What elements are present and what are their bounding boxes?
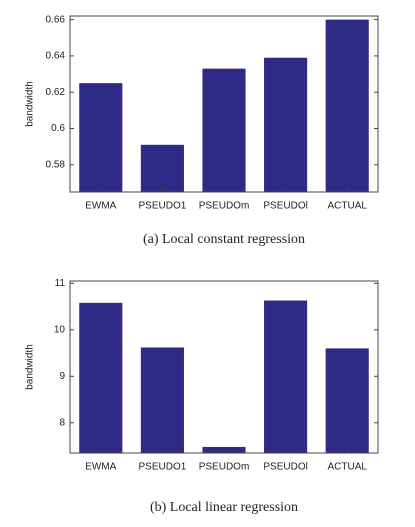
- bar: [79, 302, 123, 453]
- caption: (a) Local constant regression: [143, 232, 305, 247]
- x-tick-label: EWMA: [85, 462, 116, 473]
- y-axis-label: bandwidth: [25, 344, 36, 390]
- bar: [79, 83, 123, 192]
- bar: [140, 144, 184, 192]
- y-tick-label: 10: [54, 324, 66, 335]
- x-tick-label: EWMA: [85, 201, 116, 212]
- x-tick-label: PSEUDOl: [263, 462, 307, 473]
- y-tick-label: 0.62: [46, 87, 66, 98]
- plot-frame: [69, 15, 379, 193]
- x-tick-label: ACTUAL: [327, 462, 367, 473]
- x-tick-label: PSEUDOl: [263, 201, 307, 212]
- y-tick-label: 0.6: [51, 123, 65, 134]
- y-tick-label: 11: [55, 278, 66, 289]
- y-axis-label: bandwidth: [25, 81, 36, 127]
- bar: [264, 300, 308, 453]
- x-tick-label: PSEUDO1: [139, 462, 187, 473]
- plot-frame: [69, 280, 379, 454]
- y-tick-label: 0.64: [46, 51, 66, 62]
- y-tick-label: 8: [59, 417, 65, 428]
- x-tick-label: PSEUDOm: [199, 462, 250, 473]
- bar: [325, 348, 369, 453]
- x-tick-label: PSEUDO1: [139, 201, 187, 212]
- y-tick-label: 9: [59, 371, 65, 382]
- caption: (b) Local linear regression: [150, 500, 298, 515]
- bar: [202, 68, 246, 192]
- y-tick-label: 0.66: [46, 14, 66, 25]
- x-tick-label: ACTUAL: [327, 201, 367, 212]
- bar: [140, 347, 184, 453]
- bar: [264, 57, 308, 192]
- bar: [325, 19, 369, 193]
- x-tick-label: PSEUDOm: [199, 201, 250, 212]
- y-tick-label: 0.58: [46, 159, 66, 170]
